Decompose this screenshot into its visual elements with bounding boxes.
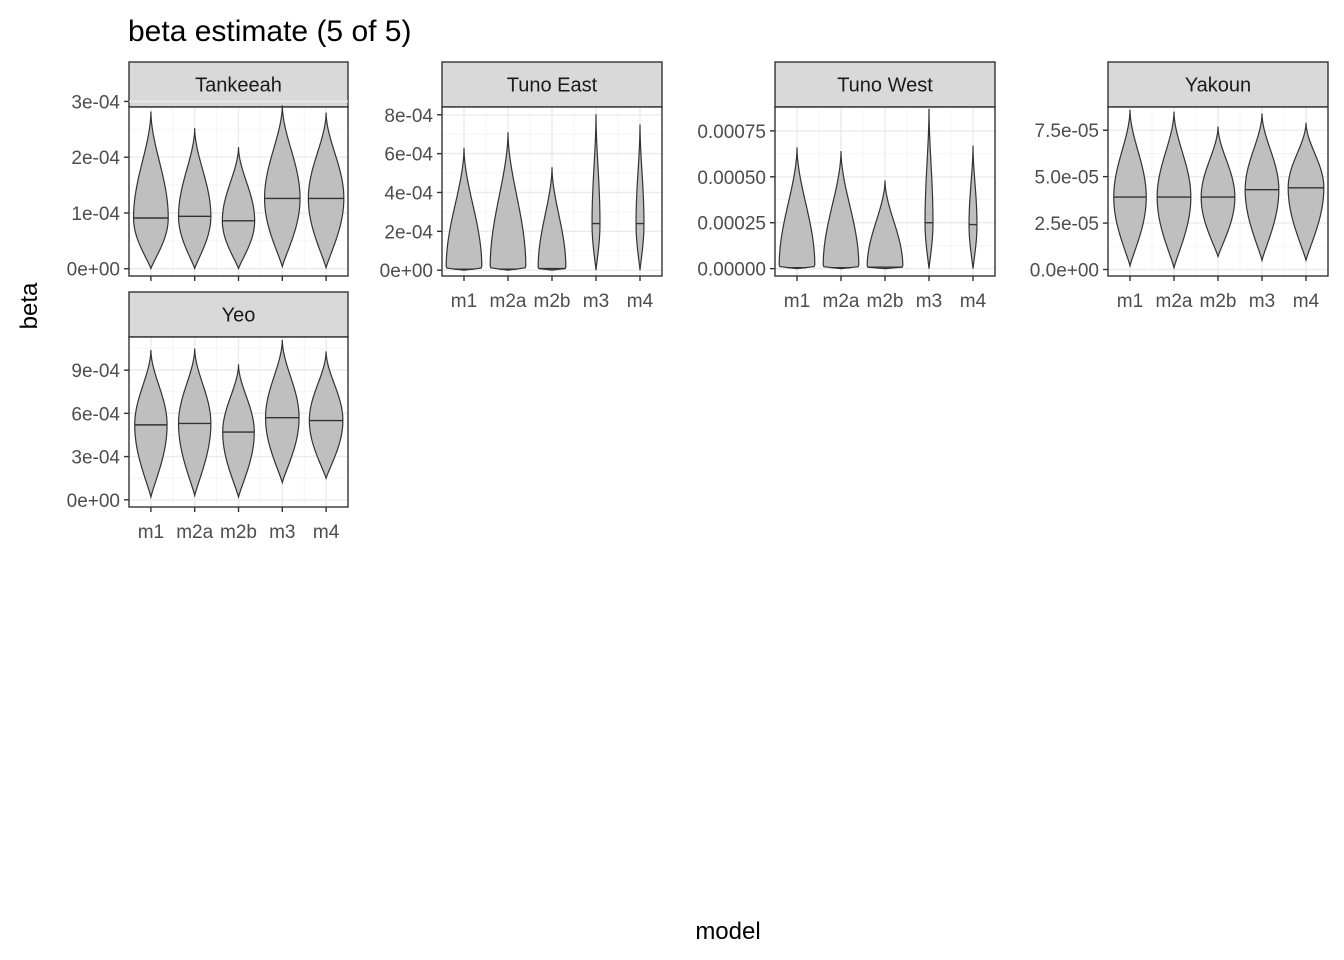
violin-m1 — [1113, 109, 1147, 269]
violin-m2a — [822, 151, 860, 270]
x-tick-label: m2a — [490, 291, 527, 312]
y-tick-label: 3e-04 — [71, 92, 120, 113]
facet-strip-label: Tuno West — [837, 75, 933, 97]
y-tick-label: 7.5e-05 — [1035, 121, 1099, 142]
x-tick-label: m4 — [627, 291, 654, 312]
y-axis-title: beta — [16, 282, 43, 329]
y-tick-label: 2e-04 — [71, 148, 120, 169]
facet-strip — [128, 61, 349, 108]
y-tick-label: 0.00000 — [697, 260, 766, 281]
y-tick-label: 2.5e-05 — [1035, 214, 1099, 235]
y-tick-label: 0.00025 — [697, 214, 766, 235]
violin-m4 — [308, 351, 344, 481]
x-tick-label: m4 — [960, 291, 987, 312]
facet-tuno-east: Tuno East 0e+00 2e-04 4e-04 6e-04 8e-04 m1 m2a m… — [380, 61, 663, 312]
facet-strip-label: Tuno East — [507, 75, 598, 97]
x-tick-label: m2a — [823, 291, 860, 312]
violin-m2a — [177, 348, 212, 498]
violin-m4 — [1287, 122, 1325, 263]
facet-strip — [441, 61, 663, 108]
violin-m2b — [222, 364, 255, 500]
violin-m2b — [537, 167, 567, 271]
violin-m2a — [1156, 111, 1192, 270]
facet-strip — [774, 61, 996, 108]
facet-strip — [1107, 61, 1329, 108]
y-tick-label: 1e-04 — [71, 204, 120, 225]
violin-m2b — [1200, 126, 1236, 259]
facet-panels: Tankeeah 0e+00 1e-04 2e-04 3e-04 m1 m2a m2b m3 m4… — [67, 61, 1329, 543]
violin-m4 — [968, 145, 978, 269]
violin-m3 — [924, 108, 934, 269]
violin-m1 — [445, 147, 483, 271]
x-tick-label: m2a — [1156, 291, 1193, 312]
x-tick-label: m2a — [176, 522, 213, 543]
y-tick-label: 6e-04 — [71, 404, 120, 425]
violin-m2a — [489, 132, 527, 271]
violin-m1 — [134, 349, 168, 500]
y-tick-label: 9e-04 — [71, 361, 120, 382]
violin-m2b — [866, 180, 904, 270]
violin-m1 — [132, 111, 169, 271]
facet-tuno-west: Tuno West 0.00000 0.00025 0.00050 0.00075 m1 m… — [697, 61, 996, 312]
facet-yeo: Yeo 0e+00 3e-04 6e-04 9e-04 m1 m2a m2b m3 m4 — [67, 291, 349, 543]
y-tick-label: 0e+00 — [67, 260, 120, 281]
y-tick-label: 5.0e-05 — [1035, 168, 1099, 189]
violin-m4 — [635, 124, 645, 271]
x-tick-label: m2b — [867, 291, 904, 312]
y-tick-label: 0.0e+00 — [1030, 261, 1099, 282]
violin-m2b — [221, 147, 256, 271]
x-tick-label: m4 — [1293, 291, 1320, 312]
facet-strip-label: Yakoun — [1185, 75, 1251, 97]
x-tick-label: m2b — [534, 291, 571, 312]
x-tick-label: m3 — [916, 291, 942, 312]
violin-m3 — [1244, 113, 1280, 263]
violin-m3 — [263, 105, 301, 269]
violin-m3 — [264, 339, 300, 485]
violin-m2a — [177, 128, 212, 271]
violin-m1 — [778, 147, 816, 270]
x-tick-label: m1 — [1117, 291, 1143, 312]
x-tick-label: m3 — [583, 291, 609, 312]
x-tick-label: m3 — [269, 522, 295, 543]
facet-strip-label: Yeo — [222, 305, 256, 327]
x-tick-label: m2b — [220, 522, 257, 543]
y-tick-label: 8e-04 — [384, 106, 433, 127]
x-tick-label: m1 — [451, 291, 477, 312]
x-tick-label: m3 — [1249, 291, 1275, 312]
violin-m3 — [591, 114, 601, 271]
x-tick-label: m2b — [1200, 291, 1237, 312]
y-tick-label: 3e-04 — [71, 448, 120, 469]
x-tick-label: m1 — [138, 522, 164, 543]
x-tick-label: m1 — [784, 291, 810, 312]
x-axis-title: model — [695, 918, 760, 945]
y-tick-label: 0e+00 — [380, 261, 433, 282]
chart-title: beta estimate (5 of 5) — [128, 15, 411, 48]
y-tick-label: 6e-04 — [384, 145, 433, 166]
y-tick-label: 0.00050 — [697, 168, 766, 189]
y-tick-label: 4e-04 — [384, 183, 433, 204]
violin-m4 — [307, 112, 345, 270]
x-tick-label: m4 — [313, 522, 340, 543]
y-tick-label: 0e+00 — [67, 491, 120, 512]
y-tick-label: 0.00075 — [697, 122, 766, 143]
facet-strip-label: Tankeeah — [195, 75, 282, 97]
facet-yakoun: Yakoun 0.0e+00 2.5e-05 5.0e-05 7.5e-05 m1 m2a m… — [1030, 61, 1329, 312]
y-tick-label: 2e-04 — [384, 222, 433, 243]
